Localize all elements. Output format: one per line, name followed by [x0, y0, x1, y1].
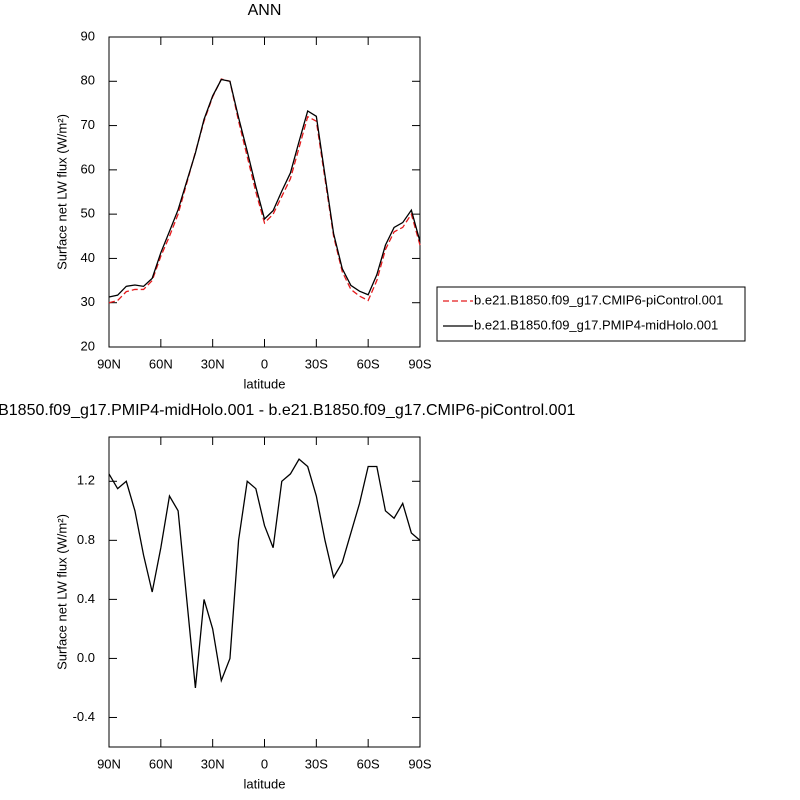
data-line — [108, 78, 421, 298]
x-tick-label: 0 — [261, 356, 268, 371]
y-tick-label: -0.4 — [73, 709, 95, 724]
x-tick-label: 60S — [357, 356, 380, 371]
x-tick-label: 30S — [305, 756, 328, 771]
x-tick-label: 90N — [97, 356, 121, 371]
y-tick-label: 80 — [81, 73, 95, 88]
y-tick-label: 40 — [81, 250, 95, 265]
y-tick-label: 70 — [81, 117, 95, 132]
y-tick-label: 1.2 — [77, 473, 95, 488]
x-axis-label: latitude — [244, 776, 286, 791]
legend-box — [436, 286, 746, 342]
plot-frame — [108, 36, 421, 348]
y-tick-label: 90 — [81, 28, 95, 43]
x-tick-label: 30S — [305, 356, 328, 371]
y-tick-label: 20 — [81, 338, 95, 353]
x-axis-label: latitude — [244, 376, 286, 391]
y-tick-label: 50 — [81, 206, 95, 221]
legend-label: b.e21.B1850.f09_g17.PMIP4-midHolo.001 — [474, 317, 718, 332]
x-tick-label: 90S — [408, 756, 431, 771]
plot-frame — [108, 436, 421, 748]
y-tick-label: 30 — [81, 294, 95, 309]
x-tick-label: 60N — [149, 356, 173, 371]
y-tick-label: 0.4 — [77, 591, 95, 606]
data-line — [108, 78, 421, 304]
x-tick-label: 90N — [97, 756, 121, 771]
y-axis-label: Surface net LW flux (W/m²) — [54, 114, 69, 270]
x-tick-label: 30N — [201, 756, 225, 771]
x-tick-label: 30N — [201, 356, 225, 371]
x-tick-label: 0 — [261, 756, 268, 771]
y-axis-label: Surface net LW flux (W/m²) — [54, 514, 69, 670]
x-tick-label: 90S — [408, 356, 431, 371]
x-tick-label: 60N — [149, 756, 173, 771]
chart-title: b.e21.B1850.f09_g17.PMIP4-midHolo.001 - … — [0, 402, 575, 419]
legend-label: b.e21.B1850.f09_g17.CMIP6-piControl.001 — [474, 292, 723, 307]
data-line — [108, 458, 421, 689]
chart-title: ANN — [248, 2, 282, 19]
y-tick-label: 0.8 — [77, 532, 95, 547]
y-tick-label: 60 — [81, 161, 95, 176]
x-tick-label: 60S — [357, 756, 380, 771]
y-tick-label: 0.0 — [77, 650, 95, 665]
